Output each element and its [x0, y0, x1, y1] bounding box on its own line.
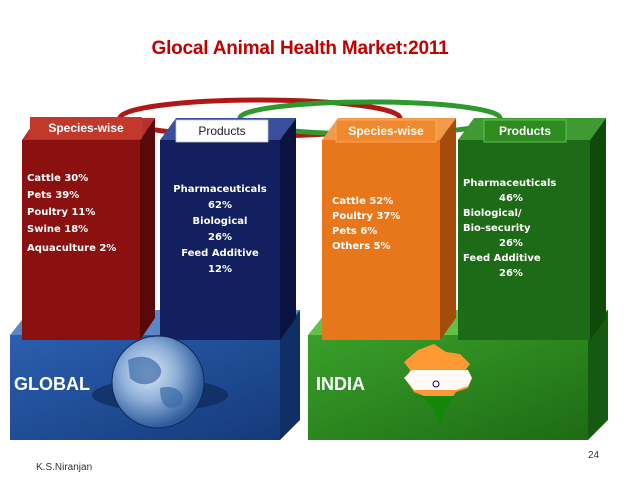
india-product-item: Bio-security — [463, 223, 531, 234]
global-product-item: Feed Additive — [181, 248, 259, 259]
india-product-item: 26% — [499, 268, 523, 279]
page-title: Glocal Animal Health Market:2011 — [151, 38, 449, 59]
global-species-box — [22, 117, 155, 340]
global-product-item: 12% — [208, 264, 232, 275]
author-name: K.S.Niranjan — [36, 462, 93, 473]
india-product-item: Biological/ — [463, 208, 522, 219]
india-species-list: Cattle 52% Poultry 37% Pets 6% Others 5% — [332, 194, 400, 254]
global-species-item: Poultry 11% — [27, 207, 96, 218]
india-products-tab: Products — [498, 124, 551, 138]
india-products-box — [458, 118, 606, 340]
india-products-list: Pharmaceuticals 46% Biological/ Bio-secu… — [463, 176, 587, 281]
page-number: 24 — [588, 450, 600, 461]
india-species-tab: Species-wise — [348, 124, 424, 138]
global-product-item: 62% — [208, 200, 232, 211]
global-species-tab: Species-wise — [48, 121, 124, 135]
global-products-box — [160, 118, 296, 340]
global-species-item: Swine 18% — [27, 224, 89, 235]
india-map-icon — [404, 344, 472, 424]
india-species-item: Poultry 37% — [332, 211, 401, 222]
india-species-item: Cattle 52% — [332, 196, 394, 207]
global-product-item: 26% — [208, 232, 232, 243]
global-product-item: Pharmaceuticals — [173, 184, 267, 195]
india-species-item: Pets 6% — [332, 226, 378, 237]
global-species-item: Cattle 30% — [27, 173, 89, 184]
india-product-item: Feed Additive — [463, 253, 541, 264]
global-label: GLOBAL — [14, 374, 90, 394]
globe-icon — [92, 335, 228, 429]
india-product-item: 26% — [499, 238, 523, 249]
india-label: INDIA — [316, 374, 365, 394]
global-products-list: Pharmaceuticals 62% Biological 26% Feed … — [162, 182, 278, 278]
global-species-item: Aquaculture 2% — [27, 243, 117, 254]
india-product-item: Pharmaceuticals — [463, 178, 557, 189]
india-product-item: 46% — [499, 193, 523, 204]
india-species-box — [322, 118, 456, 340]
global-product-item: Biological — [192, 216, 248, 227]
global-products-tab: Products — [198, 124, 246, 138]
india-species-item: Others 5% — [332, 241, 391, 252]
global-species-list: Cattle 30% Pets 39% Poultry 11% Swine 18… — [27, 170, 116, 257]
global-species-item: Pets 39% — [27, 190, 80, 201]
